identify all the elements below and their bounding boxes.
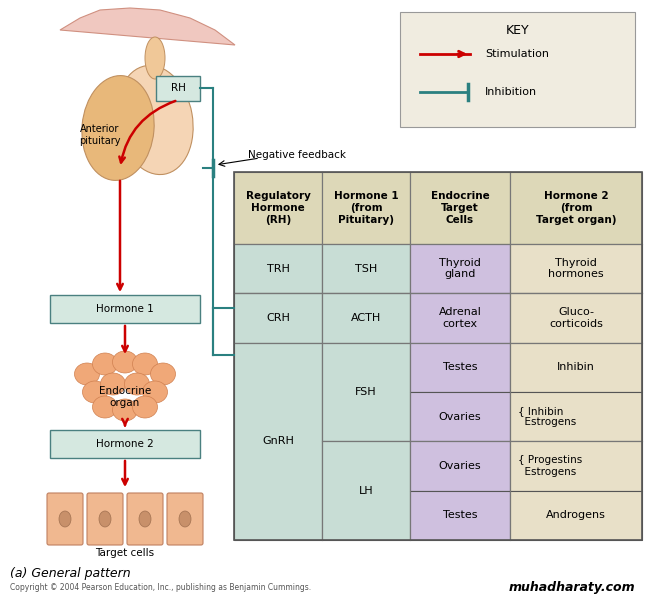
Bar [50,430,200,458]
Text: LH: LH [359,485,373,496]
Ellipse shape [92,396,117,418]
Text: GnRH: GnRH [262,436,294,446]
Bar [322,442,410,540]
Text: Androgens: Androgens [546,511,606,520]
Bar [234,244,322,293]
Ellipse shape [117,65,193,175]
Text: Hormone 2: Hormone 2 [96,439,154,449]
Ellipse shape [124,373,150,395]
FancyBboxPatch shape [127,493,163,545]
Text: Hormone 1: Hormone 1 [96,304,154,314]
Text: Anterior
pituitary: Anterior pituitary [79,124,121,146]
Text: ACTH: ACTH [351,313,381,323]
Bar [410,293,510,343]
Text: Regulatory
Hormone
(RH): Regulatory Hormone (RH) [246,191,310,224]
Ellipse shape [179,511,191,527]
Text: Ovaries: Ovaries [439,461,481,471]
Bar [234,172,322,244]
Bar [400,12,635,127]
Ellipse shape [82,76,154,181]
Text: Gluco-
corticoids: Gluco- corticoids [549,307,603,329]
Bar [510,244,642,293]
Text: Target cells: Target cells [95,548,155,558]
Bar [410,491,510,540]
Bar [510,343,642,392]
Text: { Progestins
  Estrogens: { Progestins Estrogens [518,455,582,477]
Bar [510,491,642,540]
Text: Inhibin: Inhibin [557,362,595,373]
Ellipse shape [101,373,126,395]
Text: Thyroid
hormones: Thyroid hormones [548,258,604,280]
Bar [234,343,322,540]
Text: (a) General pattern: (a) General pattern [10,566,131,580]
Bar [510,172,642,244]
Text: TSH: TSH [355,263,377,274]
Text: Negative feedback: Negative feedback [248,150,346,160]
Text: FSH: FSH [355,387,377,397]
FancyBboxPatch shape [87,493,123,545]
Text: Endocrine
Target
Cells: Endocrine Target Cells [431,191,490,224]
Text: Stimulation: Stimulation [485,49,549,59]
FancyBboxPatch shape [167,493,203,545]
Ellipse shape [92,353,117,375]
Ellipse shape [75,363,99,385]
Bar [410,172,510,244]
Text: Copyright © 2004 Pearson Education, Inc., publishing as Benjamin Cummings.: Copyright © 2004 Pearson Education, Inc.… [10,583,311,593]
Bar [510,442,642,491]
Text: Hormone 1
(from
Pituitary): Hormone 1 (from Pituitary) [333,191,399,224]
Ellipse shape [112,351,137,373]
Text: Adrenal
cortex: Adrenal cortex [439,307,481,329]
Ellipse shape [112,399,137,421]
Bar [156,76,200,101]
Text: CRH: CRH [266,313,290,323]
Bar [410,442,510,491]
Text: Hormone 2
(from
Target organ): Hormone 2 (from Target organ) [536,191,616,224]
Bar [410,244,510,293]
Text: TRH: TRH [266,263,290,274]
Bar [410,392,510,442]
Ellipse shape [83,381,108,403]
Text: { Inhibin
  Estrogens: { Inhibin Estrogens [518,406,576,427]
Ellipse shape [145,37,165,79]
Text: Testes: Testes [442,362,477,373]
Text: KEY: KEY [506,23,530,37]
Bar [322,172,410,244]
Text: Endocrine
organ: Endocrine organ [99,386,151,408]
Ellipse shape [132,396,157,418]
Polygon shape [60,8,235,45]
Bar [50,295,200,323]
Bar [510,293,642,343]
FancyBboxPatch shape [47,493,83,545]
Bar [510,392,642,442]
Bar [410,343,510,392]
Bar [322,244,410,293]
Bar [322,293,410,343]
Ellipse shape [143,381,168,403]
Text: muhadharaty.com: muhadharaty.com [508,581,635,595]
Bar [234,172,642,540]
Ellipse shape [59,511,71,527]
Bar [322,343,410,442]
Text: Inhibition: Inhibition [485,87,537,97]
Bar [234,293,322,343]
Ellipse shape [150,363,175,385]
Text: Testes: Testes [442,511,477,520]
Text: Thyroid
gland: Thyroid gland [439,258,481,280]
Ellipse shape [139,511,151,527]
Text: Ovaries: Ovaries [439,412,481,422]
Text: RH: RH [170,83,186,93]
Ellipse shape [132,353,157,375]
Ellipse shape [99,511,111,527]
